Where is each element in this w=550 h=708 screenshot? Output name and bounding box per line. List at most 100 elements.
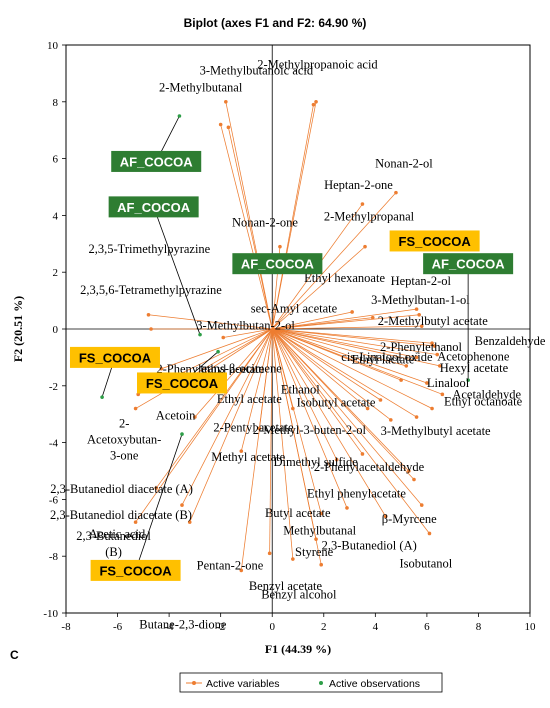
chart-title: Biplot (axes F1 and F2: 64.90 %) (184, 16, 367, 30)
vector-line (240, 328, 273, 571)
observation-connector (135, 433, 183, 571)
vector-line (189, 328, 273, 523)
variable-label: 2-Methylpropanal (324, 210, 415, 224)
x-tick-label: -4 (165, 621, 175, 633)
observation-box (423, 253, 514, 275)
variable-point (146, 313, 151, 317)
variable-label: Butyl acetate (265, 506, 331, 520)
variable-label: Acetic acid (89, 527, 146, 541)
y-axis-label: F2 (20.51 %) (11, 296, 25, 362)
variable-point (218, 122, 223, 127)
variable-point (404, 364, 409, 368)
vector-line (155, 328, 273, 489)
observation-point (466, 378, 470, 382)
variable-label: 2-Phenylethanol (380, 340, 462, 354)
y-tick-label: -2 (49, 381, 58, 393)
observation-point (180, 432, 184, 436)
observation-label: FS_COCOA (146, 376, 219, 391)
variable-label: Butane-2,3-dione (139, 617, 227, 631)
vector-line (271, 328, 386, 517)
variable-label: 3-Methylbutanoic acid (200, 63, 314, 77)
variable-label: 2,3-Butanediol (B) (76, 529, 151, 559)
vector-line (272, 328, 417, 358)
y-tick-label: 10 (47, 40, 59, 52)
vector-line (272, 314, 420, 330)
y-tick-label: 2 (53, 267, 59, 279)
variable-point (414, 307, 419, 311)
variable-label: 2-Phenylacetaldehyde (314, 460, 425, 474)
variable-point (365, 406, 370, 411)
variable-label: Ethyl lactate (352, 352, 415, 366)
data-points (100, 100, 470, 573)
variable-point (193, 415, 197, 419)
variable-point (187, 520, 192, 524)
variable-label: Acetophenone (437, 350, 510, 364)
vector-line (228, 127, 273, 330)
variable-point (363, 244, 367, 249)
vector-line (223, 328, 273, 338)
variable-label: 2,3-Butanediol diacetate (B) (50, 508, 192, 522)
variable-point (394, 190, 398, 195)
variable-label: 2-Pentyl acetate (213, 420, 294, 434)
variable-label: Nonan-2-ol (375, 157, 433, 171)
variable-point (419, 503, 424, 507)
observation-label: AF_COCOA (117, 200, 191, 215)
legend-frame (179, 672, 443, 693)
vector-line (197, 328, 273, 378)
variable-label: sec-Amyl acetate (251, 302, 338, 316)
x-tick-label: 6 (424, 621, 430, 633)
vector-line (271, 101, 317, 330)
variable-point (224, 100, 228, 104)
vector-line (271, 246, 366, 330)
y-tick-label: 4 (53, 210, 59, 222)
x-axis-label: F1 (44.39 %) (265, 642, 331, 656)
variable-point (414, 415, 419, 419)
vector-line (272, 328, 428, 384)
variable-point (226, 125, 231, 130)
variable-point (360, 452, 365, 456)
panel-label: C (10, 648, 19, 662)
variable-label: Dimethyl sulfide (273, 455, 358, 469)
variable-point (180, 503, 184, 507)
variable-point (414, 355, 419, 360)
variable-point (427, 531, 432, 536)
vector-line (271, 328, 322, 514)
x-tick-label: 4 (373, 621, 379, 633)
vector-line (272, 311, 353, 330)
variable-point (239, 449, 244, 453)
vector-line (272, 328, 435, 347)
y-tick-label: -8 (49, 551, 59, 563)
variable-point (314, 100, 318, 104)
legend: Active variables Active observations (179, 672, 443, 693)
variable-label: 2,3-Butanediol (A) (322, 538, 417, 552)
x-tick-label: 0 (269, 621, 275, 633)
variable-point (133, 406, 138, 411)
variable-label: Hexyl acetate (440, 361, 509, 375)
vector-line (181, 328, 273, 506)
x-tick-label: 8 (476, 621, 482, 633)
variable-label: Isobutanol (399, 556, 452, 570)
variable-point (412, 477, 416, 482)
variable-label: 2-Methyl-3-buten-2-ol (253, 423, 367, 437)
variable-label: 3-Methylbutyl acetate (381, 424, 491, 438)
vector-line (272, 328, 433, 344)
variable-point (425, 381, 429, 385)
variable-point (311, 102, 316, 107)
vector-line (194, 328, 273, 418)
variable-label: Linalool (427, 376, 470, 390)
observation-label: AF_COCOA (432, 257, 506, 272)
legend-label-observations: Active observations (329, 678, 420, 690)
y-tick-label: 8 (53, 97, 59, 109)
observation-box (137, 372, 227, 394)
variable-point (291, 557, 295, 561)
observation-point (198, 332, 202, 337)
variable-label: Methyl acetate (211, 450, 285, 464)
variable-point (278, 244, 282, 249)
variable-point (435, 352, 440, 357)
vector-line (271, 328, 294, 560)
observation-label: FS_COCOA (99, 563, 172, 578)
variable-labels: 3-Methylbutanoic acid 2-Methylbutanal 2-Me… (50, 58, 546, 632)
vector-line (271, 328, 423, 506)
variable-point (291, 406, 295, 411)
